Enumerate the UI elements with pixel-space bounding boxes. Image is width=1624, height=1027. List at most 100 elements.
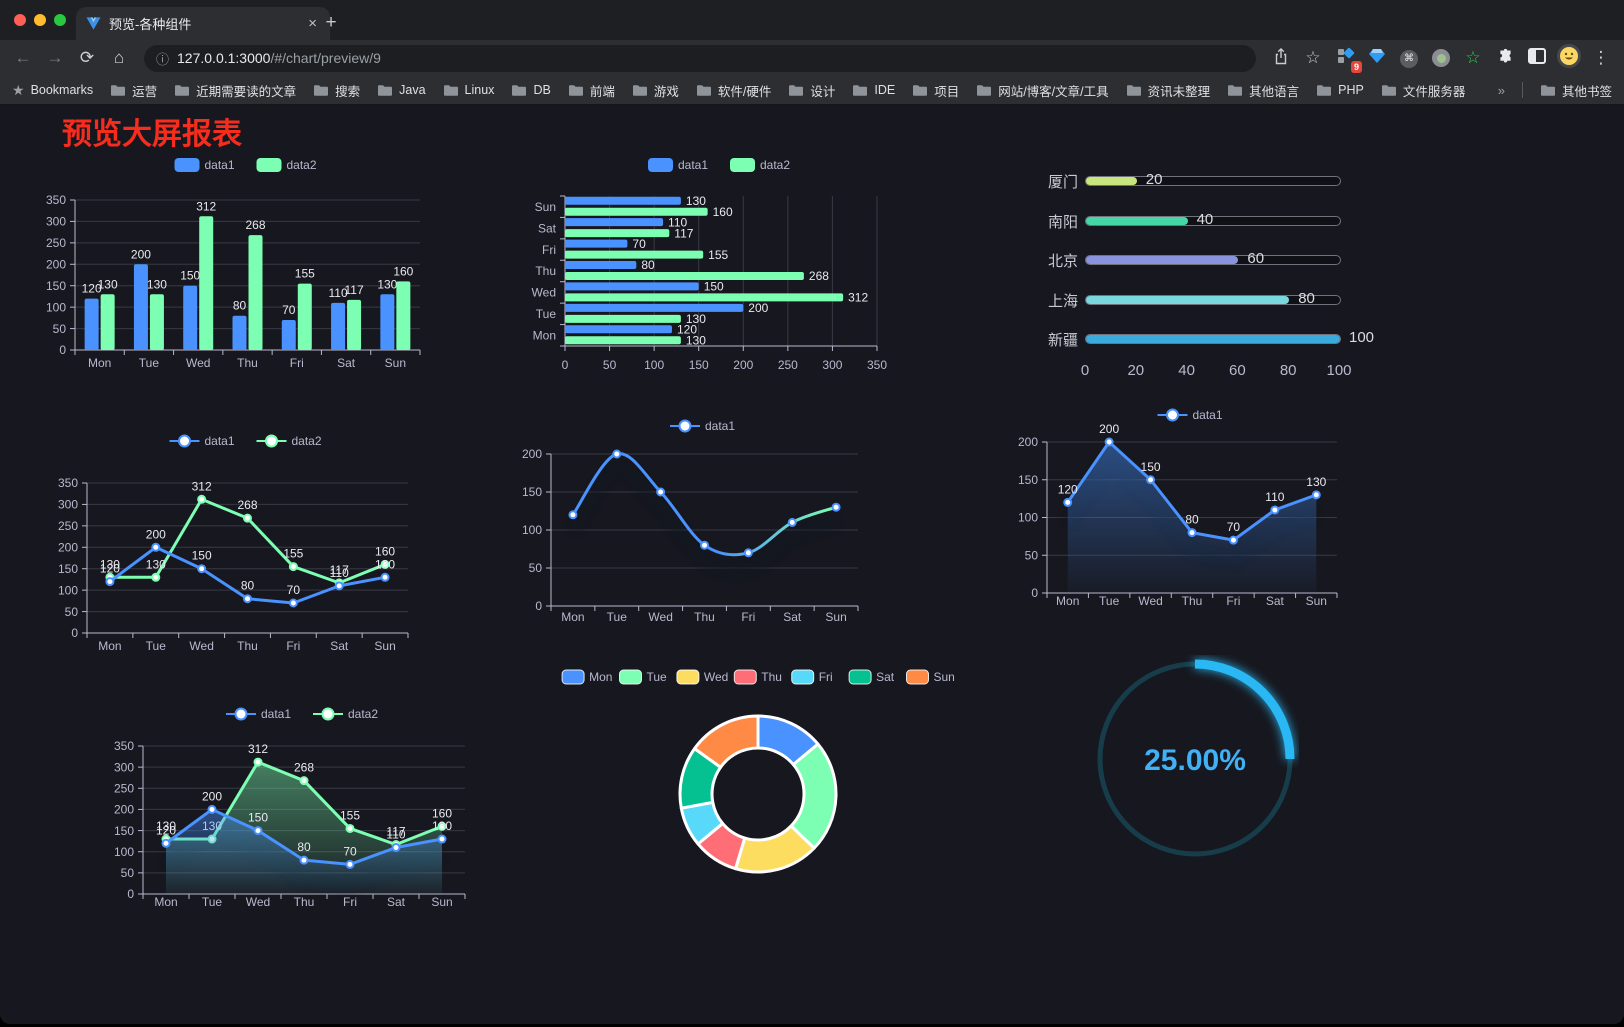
svg-text:268: 268	[809, 269, 829, 283]
window-close-button[interactable]	[14, 14, 26, 26]
svg-text:Wed: Wed	[189, 639, 213, 653]
legend-item-Mon[interactable]: Mon	[561, 669, 612, 685]
svg-text:Tue: Tue	[146, 639, 167, 653]
browser-toolbar: ← → ⟳ ⌂ ⓘ 127.0.0.1:3000/#/chart/preview…	[0, 40, 1624, 76]
svg-text:Tue: Tue	[536, 307, 557, 321]
tab-close-icon[interactable]: ×	[308, 15, 317, 32]
legend-item-Tue[interactable]: Tue	[619, 669, 668, 685]
svg-text:200: 200	[146, 527, 166, 541]
bookmark-folder[interactable]: Linux	[443, 83, 494, 97]
gem-extension-icon[interactable]	[1364, 49, 1390, 67]
legend-item-data1[interactable]: data1	[226, 707, 291, 721]
svg-text:data1: data1	[205, 158, 235, 172]
svg-text:80: 80	[641, 258, 655, 272]
slice-Sun[interactable]	[693, 714, 760, 769]
svg-text:200: 200	[733, 358, 753, 372]
green-star-extension-icon[interactable]: ☆	[1465, 48, 1481, 67]
bar-data2-Mon	[100, 294, 115, 350]
legend-item-Sun[interactable]: Sun	[906, 669, 955, 685]
svg-text:Wed: Wed	[648, 610, 672, 624]
svg-text:300: 300	[46, 215, 66, 229]
svg-text:150: 150	[46, 279, 66, 293]
bookmark-folder[interactable]: 文件服务器	[1381, 81, 1465, 100]
bar-data2-Fri	[297, 283, 312, 350]
bookmark-folder[interactable]: 软件/硬件	[696, 81, 771, 100]
legend-item-data1[interactable]: data1	[169, 434, 235, 448]
svg-text:110: 110	[1265, 490, 1284, 504]
bookmark-folder[interactable]: 项目	[912, 81, 959, 100]
bookmark-folder[interactable]: 前端	[568, 81, 615, 100]
donut-slices	[678, 714, 838, 874]
legend-item-data1[interactable]: data1	[670, 419, 735, 433]
legend-item-Sat[interactable]: Sat	[848, 669, 895, 685]
legend-item-data1[interactable]: data1	[648, 158, 708, 172]
split-view-icon[interactable]	[1524, 48, 1550, 68]
bookmark-folder[interactable]: PHP	[1316, 83, 1364, 97]
svg-text:Wed: Wed	[1138, 594, 1162, 608]
bookmark-folder[interactable]: 搜索	[313, 81, 360, 100]
profile-avatar[interactable]	[1556, 44, 1582, 72]
svg-text:150: 150	[248, 811, 268, 825]
bookmark-label: 资讯未整理	[1147, 84, 1211, 99]
legend-item-Fri[interactable]: Fri	[791, 669, 833, 685]
bookmark-star-icon[interactable]: ☆	[1305, 48, 1321, 67]
svg-text:Fri: Fri	[290, 356, 304, 370]
back-icon[interactable]: ←	[14, 48, 32, 67]
bookmark-folder[interactable]: 设计	[788, 81, 835, 100]
svg-text:50: 50	[1025, 548, 1039, 562]
bookmark-folder[interactable]: 其他语言	[1227, 81, 1299, 100]
command-extension-icon[interactable]: ⌘	[1396, 48, 1422, 68]
progress-track	[1085, 334, 1341, 344]
bar-data1-Fri	[565, 239, 628, 248]
legend-item-data1[interactable]: data1	[174, 158, 235, 172]
bookmark-folder[interactable]: 运营	[110, 81, 157, 100]
home-icon[interactable]: ⌂	[113, 48, 125, 67]
legend-item-data2[interactable]: data2	[313, 707, 378, 721]
legend-item-data2[interactable]: data2	[256, 434, 322, 448]
svg-text:100: 100	[522, 523, 542, 537]
bookmark-folder[interactable]: Java	[377, 83, 426, 97]
other-bookmarks-item[interactable]: 其他书签	[1540, 81, 1612, 100]
svg-text:Thu: Thu	[237, 639, 258, 653]
bookmark-folder[interactable]: 网站/博客/文章/工具	[976, 81, 1109, 100]
bookmark-folder[interactable]: IDE	[852, 83, 895, 97]
svg-text:Sun: Sun	[374, 639, 395, 653]
bookmarks-manager-item[interactable]: ★ Bookmarks	[12, 82, 93, 99]
browser-menu-icon[interactable]: ⋮	[1592, 48, 1610, 67]
svg-text:130: 130	[98, 277, 118, 291]
legend-item-Thu[interactable]: Thu	[733, 669, 782, 685]
bar-data1-Thu	[232, 315, 247, 350]
address-bar[interactable]: ⓘ 127.0.0.1:3000/#/chart/preview/9	[144, 44, 1256, 72]
window-minimize-button[interactable]	[34, 14, 46, 26]
bar-data1-Tue	[133, 264, 148, 350]
window-zoom-button[interactable]	[54, 14, 66, 26]
forward-icon[interactable]: →	[46, 48, 64, 67]
share-icon[interactable]	[1268, 47, 1294, 69]
progress-fill	[1086, 177, 1137, 185]
extension-blocks-icon[interactable]: 9	[1332, 47, 1362, 73]
browser-tab[interactable]: 预览-各种组件 ×	[76, 7, 330, 40]
chart-week-donut: Mon Tue Wed Thu Fri Sat Sun	[458, 655, 1058, 985]
bookmark-folder[interactable]: 近期需要读的文章	[174, 81, 296, 100]
new-tab-button[interactable]: +	[325, 12, 337, 33]
bookmark-folder[interactable]: DB	[511, 83, 551, 97]
legend-item-data2[interactable]: data2	[730, 158, 790, 172]
extensions-puzzle-icon[interactable]	[1492, 48, 1518, 69]
svg-text:100: 100	[1018, 511, 1038, 525]
bookmarks-overflow-chevron[interactable]: »	[1497, 82, 1505, 98]
recorder-extension-icon[interactable]	[1428, 49, 1454, 67]
bookmark-folder[interactable]: 资讯未整理	[1126, 81, 1211, 100]
legend-item-data2[interactable]: data2	[256, 158, 317, 172]
bookmark-folder[interactable]: 游戏	[632, 81, 679, 100]
legend-item-data1[interactable]: data1	[1157, 408, 1223, 422]
bar-data2-Thu	[248, 235, 263, 350]
progress-label: 上海	[1047, 292, 1078, 310]
svg-text:Mon: Mon	[1056, 594, 1079, 608]
legend-item-Wed[interactable]: Wed	[676, 669, 728, 685]
svg-text:Fri: Fri	[819, 670, 833, 684]
bookmark-label: 网站/博客/文章/工具	[998, 84, 1109, 99]
site-info-icon[interactable]: ⓘ	[156, 51, 170, 67]
reload-icon[interactable]: ⟳	[79, 48, 95, 67]
svg-text:300: 300	[114, 760, 134, 774]
svg-text:110: 110	[386, 827, 405, 841]
